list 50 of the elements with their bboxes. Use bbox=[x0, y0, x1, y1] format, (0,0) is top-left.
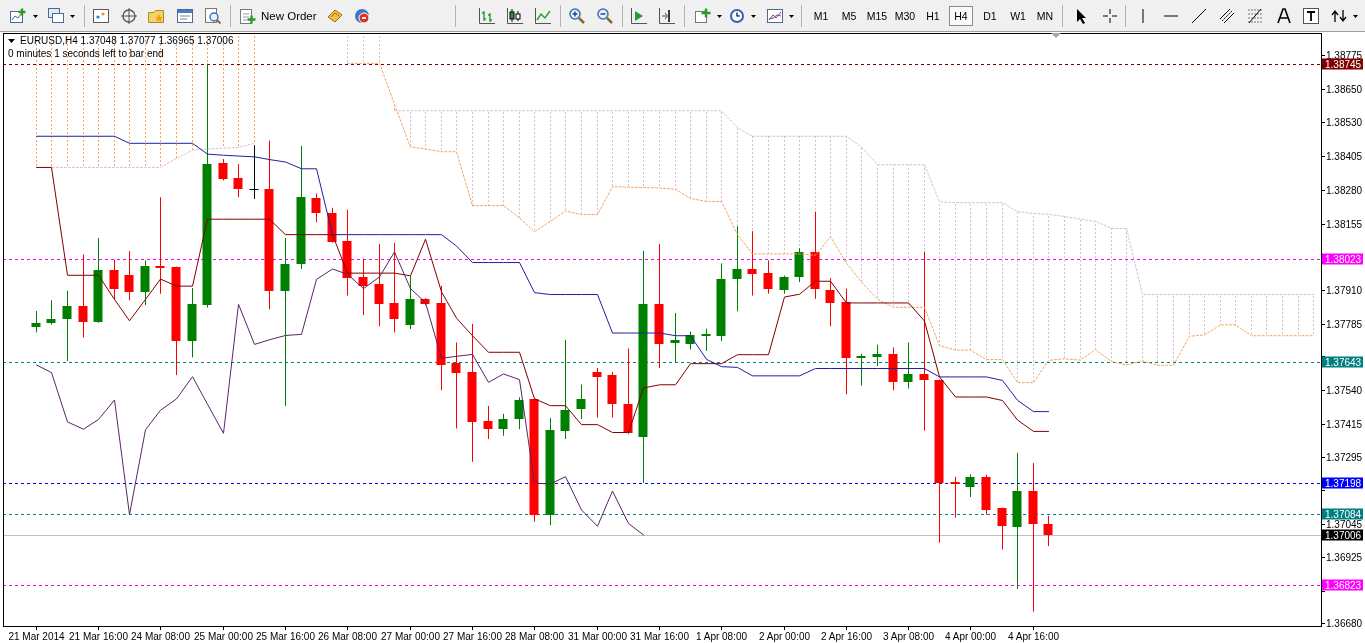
y-tick-label: 1.38530 bbox=[1326, 117, 1363, 128]
y-tick-label: 1.36680 bbox=[1326, 618, 1363, 629]
text: M5 bbox=[841, 10, 857, 22]
text: D1 bbox=[983, 10, 997, 22]
x-tick-label: 1 Apr 08:00 bbox=[695, 630, 748, 642]
ref-line-label: 1.37643 bbox=[1325, 357, 1362, 368]
y-tick-label: 1.37295 bbox=[1326, 452, 1363, 463]
x-tick-label: 25 Mar 16:00 bbox=[256, 630, 316, 642]
x-tick-label: 24 Mar 08:00 bbox=[131, 630, 191, 642]
y-tick-label: 1.37045 bbox=[1326, 519, 1363, 530]
ref-line-label: 1.38745 bbox=[1325, 59, 1362, 70]
x-tick-label: 27 Mar 16:00 bbox=[443, 630, 503, 642]
y-tick-label: 1.38650 bbox=[1326, 84, 1363, 95]
ref-line-label: 1.36823 bbox=[1325, 580, 1362, 591]
x-tick-label: 25 Mar 00:00 bbox=[194, 630, 254, 642]
y-tick-label: 1.38280 bbox=[1326, 185, 1363, 196]
x-tick-label: 31 Mar 00:00 bbox=[568, 630, 628, 642]
x-tick-label: 4 Apr 16:00 bbox=[1007, 630, 1060, 642]
text: W1 bbox=[1010, 10, 1027, 22]
y-tick-label: 1.38405 bbox=[1326, 151, 1363, 162]
y-tick-label: 1.37415 bbox=[1326, 419, 1363, 430]
text: H4 bbox=[954, 10, 968, 22]
text: M15 bbox=[866, 10, 888, 22]
y-tick-label: 1.38775 bbox=[1326, 50, 1363, 61]
ref-line-label: 1.38023 bbox=[1325, 254, 1362, 265]
text: 0 minutes 1 seconds left to bar end bbox=[8, 48, 164, 59]
x-tick-label: 31 Mar 16:00 bbox=[630, 630, 690, 642]
x-tick-label: 2 Apr 16:00 bbox=[820, 630, 873, 642]
x-tick-label: 21 Mar 16:00 bbox=[69, 630, 129, 642]
chart-title: EURUSD,H4 1.37048 1.37077 1.36965 1.37006 bbox=[20, 35, 234, 46]
x-tick-label: 4 Apr 00:00 bbox=[944, 630, 997, 642]
ref-line-label: 1.37198 bbox=[1325, 478, 1362, 489]
x-tick-label: 2 Apr 00:00 bbox=[758, 630, 811, 642]
ref-line-label: 1.37006 bbox=[1325, 530, 1362, 541]
text: New Order bbox=[261, 10, 317, 22]
x-tick-label: 28 Mar 08:00 bbox=[505, 630, 565, 642]
y-tick-label: 1.37540 bbox=[1326, 385, 1363, 396]
text: M1 bbox=[813, 10, 829, 22]
text: H1 bbox=[926, 10, 940, 22]
y-tick-label: 1.37910 bbox=[1326, 285, 1363, 296]
y-tick-label: 1.36925 bbox=[1326, 552, 1363, 563]
y-tick-label: 1.38155 bbox=[1326, 219, 1363, 230]
x-tick-label: 27 Mar 00:00 bbox=[381, 630, 441, 642]
x-tick-label: 21 Mar 2014 bbox=[8, 630, 66, 642]
text: M30 bbox=[894, 10, 916, 22]
x-tick-label: 3 Apr 08:00 bbox=[882, 630, 935, 642]
x-tick-label: 26 Mar 08:00 bbox=[318, 630, 378, 642]
text: MN bbox=[1036, 10, 1054, 22]
ref-line-label: 1.37084 bbox=[1325, 509, 1362, 520]
y-tick-label: 1.37785 bbox=[1326, 319, 1363, 330]
